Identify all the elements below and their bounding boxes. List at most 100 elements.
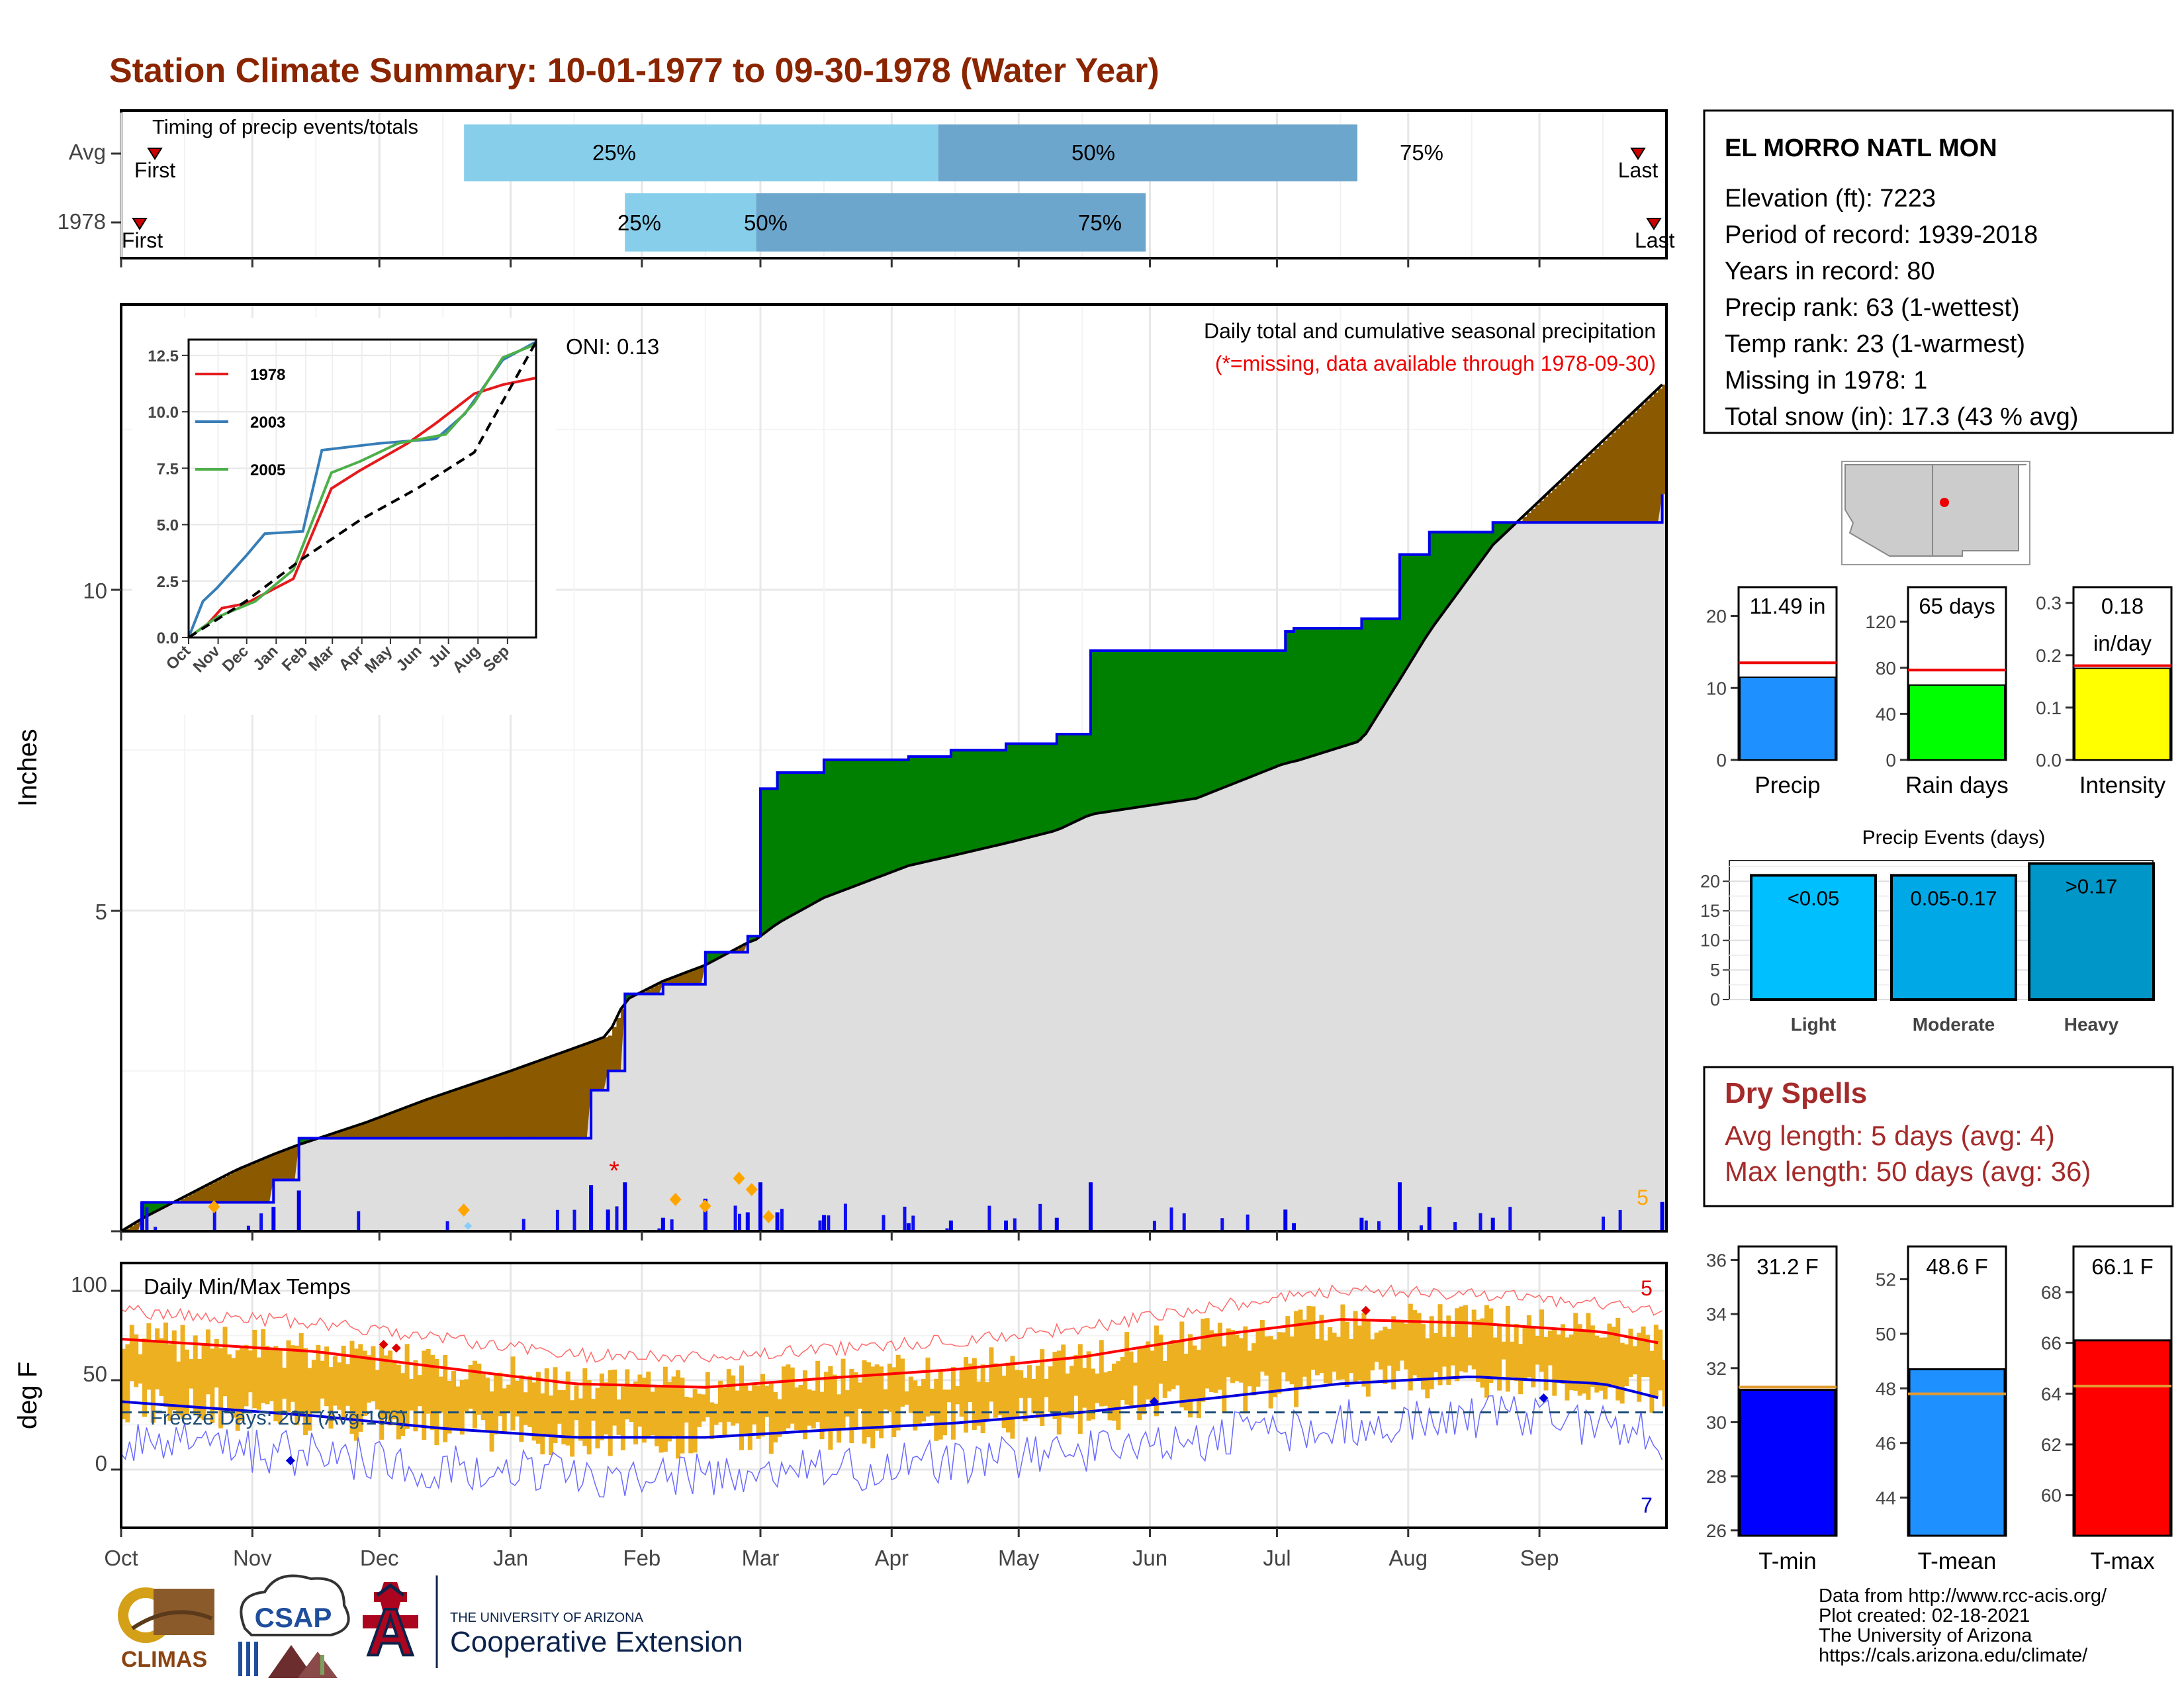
- avg-max-line: [120, 1318, 1659, 1389]
- daily-temp-bar: [1535, 1335, 1540, 1365]
- daily-temp-bar: [591, 1399, 596, 1421]
- daily-temp-bar: [625, 1369, 630, 1420]
- daily-precip-bar: [1602, 1216, 1606, 1231]
- daily-temp-bar: [1467, 1337, 1473, 1366]
- daily-precip-bar: [843, 1203, 847, 1231]
- daily-temp-bar: [1455, 1308, 1460, 1382]
- daily-temp-bar: [1128, 1351, 1134, 1409]
- precip-anomaly-bar: [468, 1085, 473, 1139]
- daily-temp-bar: [980, 1364, 985, 1434]
- inset-ytick-label: 7.5: [157, 460, 179, 478]
- daily-temp-bar: [659, 1385, 664, 1453]
- daily-temp-bar: [1259, 1320, 1265, 1372]
- daily-temp-bar: [1484, 1305, 1489, 1398]
- daily-temp-bar: [138, 1354, 143, 1384]
- event-bar-Heavy: [2028, 862, 2155, 1002]
- daily-temp-bar: [938, 1370, 943, 1440]
- daily-temp-bar: [1077, 1344, 1083, 1434]
- mini-tick-label: 0.2: [2036, 645, 2062, 666]
- daily-temp-bar: [1255, 1331, 1261, 1387]
- temp-summary-tick-label: 52: [1876, 1269, 1896, 1289]
- precip-anomaly-bar: [976, 750, 981, 851]
- precip-anomaly-bar: [290, 1148, 296, 1180]
- daily-temp-bar: [400, 1373, 406, 1436]
- precip-anomaly-bar: [934, 756, 939, 860]
- daily-temp-bar: [837, 1394, 842, 1443]
- daily-precip-bar: [821, 1215, 826, 1231]
- daily-temp-bar: [265, 1346, 270, 1405]
- precip-anomaly-bar: [900, 759, 905, 869]
- daily-temp-bar: [447, 1381, 452, 1434]
- timing-row-1978-label: 1978: [58, 209, 106, 234]
- precip-anomaly-bar: [1455, 532, 1460, 597]
- precip-anomaly-bar: [599, 1039, 605, 1090]
- daily-temp-bar: [1027, 1365, 1032, 1398]
- precip-anomaly-bar: [1124, 651, 1130, 810]
- mini-tick-label: 120: [1865, 612, 1896, 632]
- precip-anomaly-bar: [1099, 651, 1104, 814]
- precip-anomaly-bar: [1222, 651, 1227, 788]
- precip-anomaly-bar: [210, 1183, 215, 1203]
- precip-anomaly-bar: [256, 1161, 261, 1203]
- precip-anomaly-bar: [417, 1103, 423, 1139]
- precip-anomaly-bar: [447, 1092, 452, 1139]
- precip-anomaly-bar: [1226, 651, 1231, 787]
- daily-temp-bar: [1201, 1319, 1206, 1402]
- precip-anomaly-bar: [231, 1172, 236, 1203]
- daily-precip-bar: [1660, 1201, 1664, 1231]
- precip-anomaly-bar: [1556, 485, 1561, 523]
- events-chart: 0 5 10 15 20 <0.05 Light 0.05-0.17 Moderate >0.17…: [1700, 860, 2155, 1035]
- month-label-Aug: Aug: [1388, 1546, 1428, 1570]
- precip-anomaly-bar: [430, 1098, 435, 1139]
- daily-temp-bar: [282, 1368, 287, 1399]
- precip-anomaly-bar: [841, 759, 846, 892]
- precip-anomaly-bar: [531, 1063, 537, 1139]
- record-low-marker: [285, 1456, 295, 1466]
- daily-temp-bar: [1175, 1340, 1180, 1385]
- precip-anomaly-bar: [1213, 651, 1218, 792]
- daily-temp-bar: [739, 1365, 744, 1450]
- precip-anomaly-bar: [942, 756, 948, 859]
- daily-temp-bar: [688, 1397, 694, 1454]
- daily-precip-bar: [1490, 1217, 1495, 1231]
- daily-temp-bar: [968, 1363, 973, 1402]
- inset-legend-label: 2005: [250, 461, 285, 479]
- month-label-Jul: Jul: [1263, 1546, 1291, 1570]
- precip-anomaly-bar: [1103, 651, 1109, 813]
- daily-temp-bar: [171, 1330, 177, 1411]
- daily-temp-bar: [841, 1358, 846, 1429]
- precip-anomaly-bar: [790, 773, 795, 917]
- daily-temp-bar: [1035, 1366, 1040, 1419]
- daily-precip-bar: [987, 1205, 991, 1231]
- daily-temp-bar: [383, 1355, 388, 1420]
- month-label-Sep: Sep: [1520, 1546, 1559, 1570]
- precip-anomaly-bar: [1302, 628, 1308, 759]
- daily-temp-bar: [1391, 1316, 1396, 1389]
- daily-temp-bar: [1437, 1304, 1443, 1385]
- mini-value-label2: in/day: [2093, 631, 2152, 655]
- inset-ytick-label: 10.0: [148, 404, 179, 422]
- daily-precip-bar: [1508, 1207, 1512, 1231]
- daily-temp-bar: [1230, 1330, 1236, 1383]
- precip-anomaly-bar: [870, 759, 876, 880]
- daily-temp-bar: [1395, 1319, 1400, 1371]
- precip-anomaly-bar: [244, 1166, 249, 1203]
- event-category-label: Moderate: [1913, 1014, 1995, 1035]
- daily-temp-bar: [1552, 1327, 1557, 1396]
- daily-temp-bar: [671, 1376, 676, 1436]
- daily-temp-bar: [1069, 1366, 1074, 1419]
- station-detail-line: Period of record: 1939-2018: [1725, 221, 2038, 249]
- precip-anomaly-bar: [1146, 651, 1151, 806]
- daily-temp-bar: [1107, 1371, 1113, 1421]
- daily-temp-bar: [1336, 1336, 1342, 1380]
- daily-temp-bar: [142, 1338, 147, 1417]
- precip-anomaly-bar: [150, 1202, 156, 1215]
- precip-anomaly-bar: [510, 1070, 516, 1139]
- snow-marker: [669, 1193, 682, 1206]
- precip-anomaly-bar: [608, 1035, 613, 1071]
- daily-temp-bar: [692, 1389, 698, 1453]
- daily-temp-bar: [146, 1323, 152, 1390]
- precip-anomaly-bar: [1010, 743, 1015, 843]
- inset-ytick-label: 5.0: [157, 517, 179, 535]
- precip-anomaly-bar: [413, 1104, 418, 1139]
